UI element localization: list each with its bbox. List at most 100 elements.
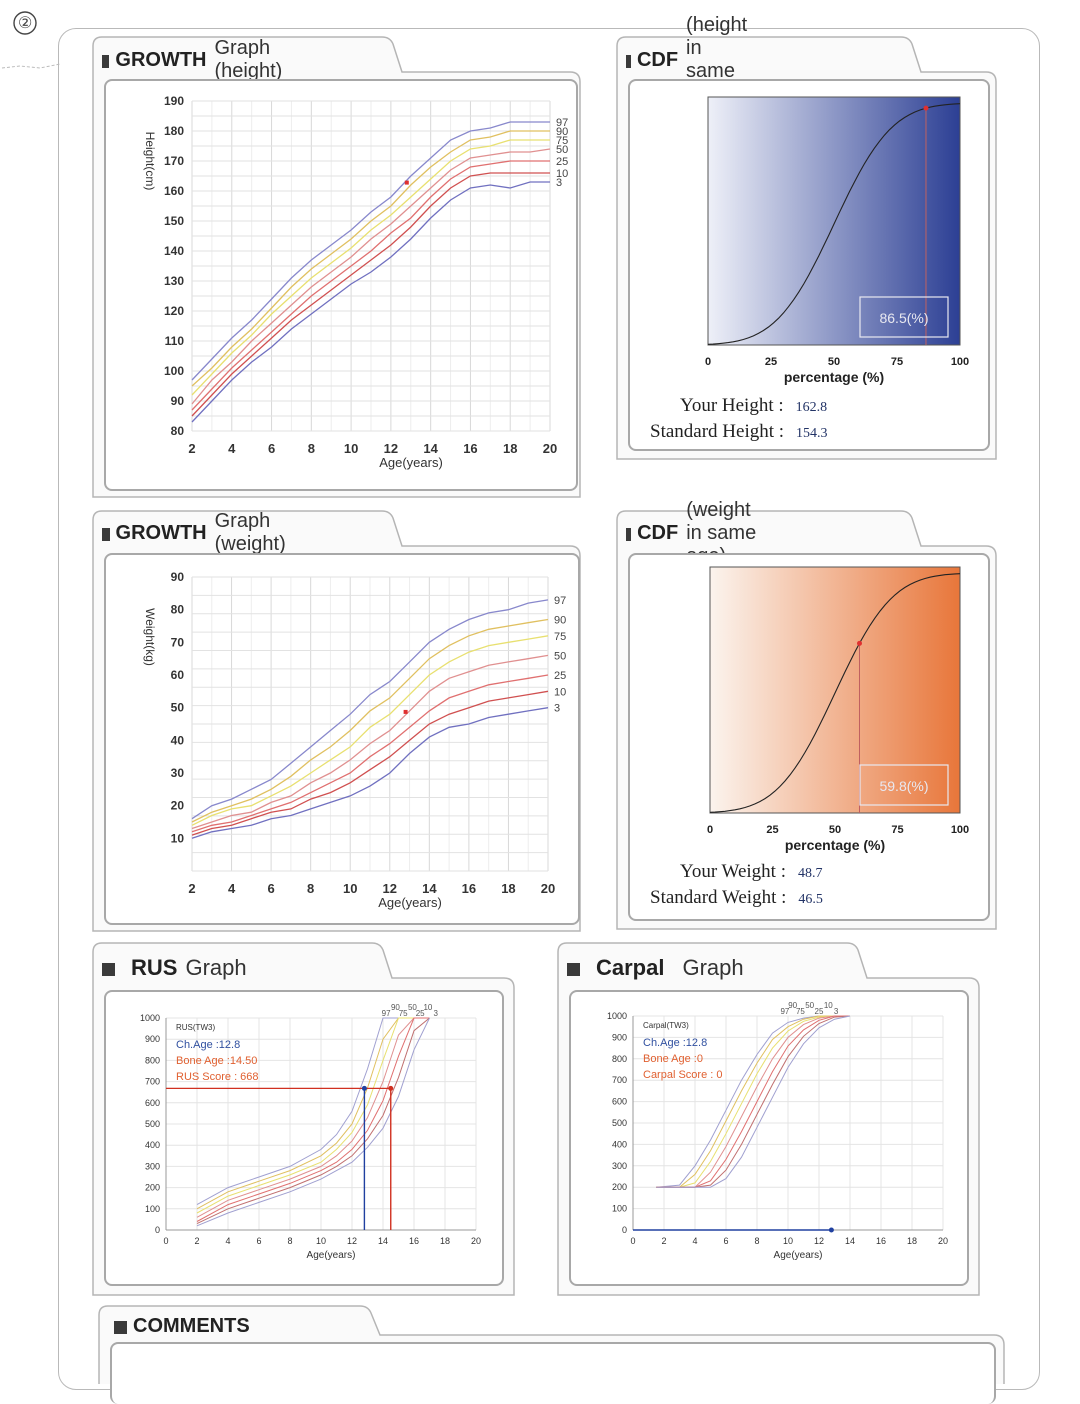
carpal-x-axis-label: Age(years) [774, 1250, 823, 1261]
carpal-centile-label: 75 [796, 1007, 805, 1016]
weight-growth-series-label: 25 [554, 670, 566, 682]
weight-growth-y-tick-label: 70 [171, 635, 185, 649]
rus-centile-label: 10 [423, 1003, 432, 1012]
rus-y-tick-label: 500 [145, 1119, 160, 1129]
height-growth-series-label: 90 [556, 126, 568, 138]
carpal-legend-title: Carpal(TW3) [643, 1021, 689, 1030]
carpal-x-tick-label: 18 [907, 1236, 917, 1246]
weight-growth-y-tick-label: 60 [171, 668, 185, 682]
rus-tab: RUS Graph [102, 948, 247, 988]
weight-growth-chart-box: 2 4 6 8 10 12 14 16 18 20 10 20 30 40 50 60 70 80 90 Age(ye… [104, 553, 580, 925]
height-growth-series-line [191, 139, 550, 396]
carpal-y-tick-label: 300 [612, 1161, 627, 1171]
rus-x-tick-label: 20 [471, 1236, 481, 1246]
carpal-centile-label: 25 [815, 1007, 824, 1016]
rus-x-axis-label: Age(years) [307, 1250, 356, 1261]
your-weight-row: Your Weight : 48.7 [680, 861, 822, 883]
weight-cdf-chart: 59.8(%) 0 25 50 75 100 percentage (%) [707, 566, 969, 853]
weight-growth-title-bold: GROWTH [115, 521, 207, 544]
rus-x-tick-label: 12 [347, 1236, 357, 1246]
height-cdf-marker-box [859, 296, 949, 338]
height-growth-y-tick-label: 190 [164, 94, 184, 108]
comments-title: COMMENTS [133, 1314, 250, 1337]
height-growth-x-tick-label: 10 [344, 441, 358, 456]
rus-ch-age-point [361, 1085, 367, 1091]
height-growth-y-tick-label: 120 [164, 304, 184, 318]
height-growth-series-label: 10 [556, 168, 568, 180]
carpal-score-label: Carpal Score : 0 [643, 1069, 722, 1081]
weight-cdf-marker-box [859, 764, 949, 806]
height-growth-x-tick-label: 20 [543, 441, 557, 456]
carpal-y-tick-label: 0 [622, 1225, 627, 1235]
height-growth-series-line [191, 148, 551, 405]
weight-cdf-x-tick-label: 50 [829, 824, 841, 836]
height-cdf-x-axis-label: percentage (%) [784, 369, 884, 385]
carpal-y-tick-label: 1000 [607, 1011, 627, 1021]
weight-cdf-tab: CDF (weight in same age) [626, 499, 759, 567]
weight-cdf-x-tick-label: 100 [951, 824, 969, 836]
carpal-x-tick-label: 10 [783, 1236, 793, 1246]
carpal-y-tick-label: 600 [612, 1097, 627, 1107]
height-cdf-x-tick-label: 25 [765, 356, 777, 368]
standard-weight-row: Standard Weight : 46.5 [650, 887, 823, 909]
height-cdf-chart-box: 86.5(%) 0 25 50 75 100 percentage (%) Your Hei… [628, 79, 990, 451]
height-growth-series-line [191, 160, 550, 411]
carpal-tab: Carpal Graph [567, 948, 744, 988]
carpal-y-tick-label: 400 [612, 1139, 627, 1149]
comments-box[interactable] [110, 1342, 996, 1404]
height-cdf-tab: CDF (height in same age) [626, 14, 755, 105]
height-growth-series-line [191, 181, 550, 423]
height-growth-x-tick-label: 2 [188, 441, 195, 456]
height-growth-y-tick-label: 170 [164, 154, 184, 168]
weight-growth-series-line [191, 599, 549, 820]
weight-growth-x-tick-label: 8 [307, 881, 314, 896]
carpal-centile-label: 97 [780, 1007, 789, 1016]
comments-tab: COMMENTS [114, 1306, 258, 1346]
height-growth-y-axis-label: Height(cm) [143, 132, 157, 191]
weight-growth-x-tick-label: 2 [188, 881, 195, 896]
weight-cdf-cdf-curve [709, 573, 961, 813]
rus-centile-label: 97 [382, 1009, 391, 1018]
rus-y-tick-label: 1000 [140, 1013, 160, 1023]
your-weight-label: Your Weight : [680, 861, 786, 882]
rus-y-tick-label: 200 [145, 1183, 160, 1193]
height-growth-series-label: 50 [556, 144, 568, 156]
weight-growth-series-label: 50 [554, 650, 566, 662]
rus-x-tick-label: 4 [225, 1236, 230, 1246]
rus-series-line [196, 1017, 430, 1227]
weight-growth-series-line [191, 690, 549, 836]
height-growth-x-tick-label: 16 [463, 441, 477, 456]
page-number-text: ② [18, 15, 33, 32]
your-height-value: 162.8 [795, 400, 828, 415]
height-growth-series-label: 97 [556, 117, 568, 129]
rus-x-tick-label: 2 [194, 1236, 199, 1246]
carpal-x-tick-label: 20 [938, 1236, 948, 1246]
carpal-centile-label: 50 [805, 1001, 814, 1010]
carpal-y-tick-label: 100 [612, 1204, 627, 1214]
height-cdf-cdf-curve [707, 103, 961, 345]
weight-growth-x-tick-label: 4 [228, 881, 236, 896]
rus-centile-label: 90 [391, 1003, 400, 1012]
height-cdf-marker-label: 86.5(%) [879, 310, 928, 326]
section-bullet-icon [567, 962, 580, 976]
weight-growth-series-label: 97 [554, 595, 566, 607]
height-growth-chart-box: 2 4 6 8 10 12 14 16 18 20 80 90 100 110 120 130 140 150 16… [104, 79, 578, 491]
rus-x-tick-label: 6 [256, 1236, 261, 1246]
rus-score-label: RUS Score : 668 [176, 1071, 259, 1083]
weight-growth-series-line [191, 674, 549, 833]
carpal-series-line [656, 1015, 850, 1188]
section-bullet-icon [626, 527, 632, 541]
height-growth-x-tick-label: 14 [423, 441, 438, 456]
section-bullet-icon [102, 54, 110, 68]
section-bullet-icon [102, 527, 110, 541]
weight-cdf-x-tick-label: 25 [766, 824, 778, 836]
carpal-x-tick-label: 12 [814, 1236, 824, 1246]
height-cdf-title-bold: CDF [636, 48, 679, 71]
weight-growth-chart: 2 4 6 8 10 12 14 16 18 20 10 20 30 40 50 60 70 80 90 Age(ye… [143, 570, 566, 910]
section-bullet-icon [102, 962, 115, 976]
rus-bone-age-point [388, 1085, 394, 1091]
carpal-x-tick-label: 0 [630, 1236, 635, 1246]
rus-y-tick-label: 300 [145, 1161, 160, 1171]
height-cdf-x-tick-label: 75 [891, 356, 903, 368]
rus-centile-label: 50 [408, 1003, 417, 1012]
